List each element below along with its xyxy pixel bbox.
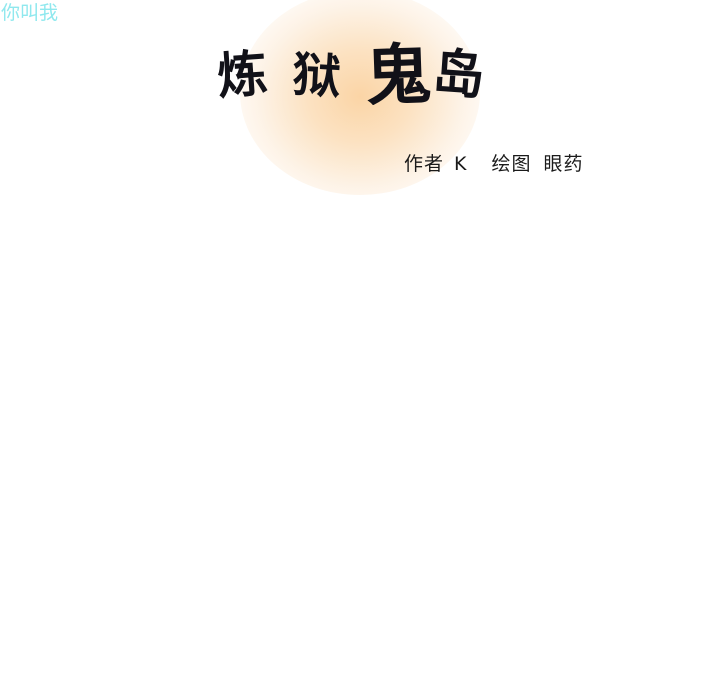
artist-label: 绘图 [491, 153, 532, 175]
title-char-2: 狱 [291, 47, 342, 105]
title-char-4: 岛 [430, 44, 485, 105]
watermark-text: 你叫我 [1, 2, 59, 24]
artist-name: 眼药 [543, 153, 584, 175]
comic-title: 炼 狱 鬼 岛 [215, 36, 485, 105]
author-label: 作者 [404, 153, 445, 175]
credits-line: 作者 K 绘图 眼药 [404, 151, 584, 177]
author-name: K [454, 153, 468, 175]
title-char-3: 鬼 [364, 36, 433, 105]
title-char-1: 炼 [215, 44, 269, 105]
orange-glow-background [240, 0, 480, 195]
